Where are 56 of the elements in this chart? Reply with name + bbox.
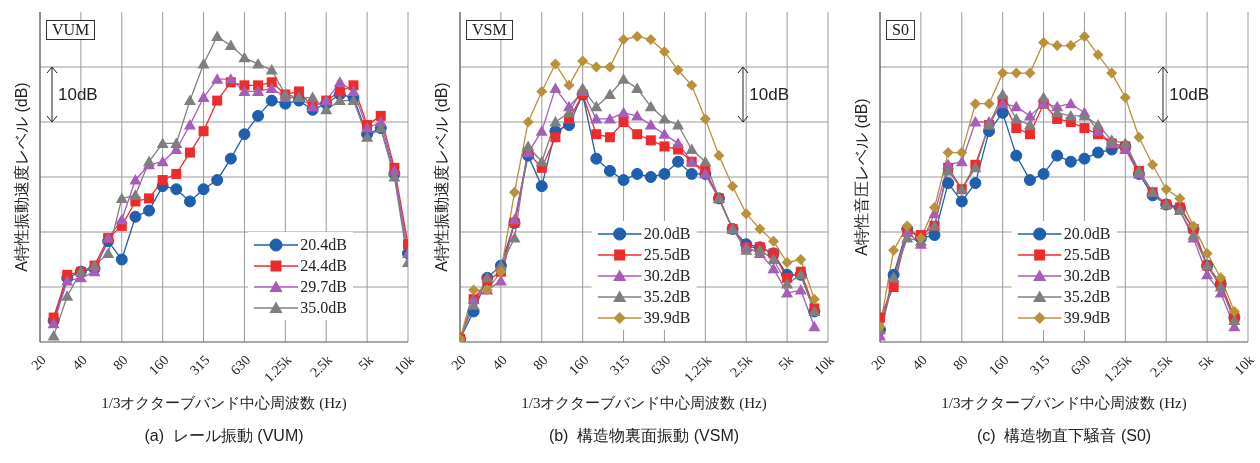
x-tick-label: 315 [187, 352, 213, 378]
text: (c) 構造物直下騒音 (S0) [975, 426, 1153, 446]
text: (a) レール振動 (VUM) [143, 426, 305, 446]
x-tick-label: 160 [146, 352, 172, 378]
legend-label: 20.4dB [300, 235, 347, 254]
y-axis-title: A特性振動速度レベル (dB) [11, 82, 31, 272]
y-axis-title: A特性振動速度レベル (dB) [431, 82, 451, 272]
x-tick-label: 40 [909, 352, 930, 373]
x-tick-label: 20 [448, 352, 469, 373]
legend-label: 35.0dB [300, 298, 347, 317]
annotation: VSM [466, 20, 513, 40]
legend-label: 24.4dB [300, 256, 347, 275]
x-tick-label: 315 [607, 352, 633, 378]
x-tick-label: 20 [28, 352, 49, 373]
x-tick-label: 5k [775, 352, 797, 373]
x-tick-label: 2.5k [307, 352, 336, 381]
x-tick-label: 2.5k [1147, 352, 1176, 381]
x-tick-label: 160 [986, 352, 1012, 378]
legend-label: 20.0dB [643, 224, 691, 243]
y-axis-title: A特性音圧レベル (dB) [851, 98, 871, 256]
x-axis-title: 1/3オクターブバンド中心周波数 (Hz) [520, 394, 768, 413]
annotation: 10dB [1169, 84, 1210, 105]
annotation: S0 [886, 20, 915, 40]
legend-label: 35.2dB [1063, 287, 1111, 306]
x-tick-label: 630 [647, 352, 674, 378]
x-tick-label: 630 [227, 352, 254, 378]
x-tick-label: 80 [530, 352, 551, 373]
x-tick-label: 10k [1231, 352, 1257, 378]
x-tick-label: 80 [110, 352, 131, 373]
annotation: 10dB [58, 84, 98, 105]
legend-label: 29.7dB [300, 277, 347, 296]
legend-label: 39.9dB [643, 308, 691, 327]
legend-label: 25.5dB [643, 245, 691, 264]
x-tick-label: 160 [566, 352, 592, 378]
text: (b) 構造物裏面振動 (VSM) [547, 426, 741, 446]
x-tick-label: 10k [811, 352, 837, 378]
legend-label: 35.2dB [643, 287, 691, 306]
x-axis-title: 1/3オクターブバンド中心周波数 (Hz) [940, 394, 1188, 413]
legend-label: 30.2dB [643, 266, 691, 285]
x-tick-label: 2.5k [727, 352, 756, 381]
x-tick-label: 80 [950, 352, 971, 373]
legend-label: 39.9dB [1063, 308, 1111, 327]
annotation: 10dB [749, 84, 790, 105]
annotation: VUM [46, 20, 96, 40]
x-tick-label: 40 [69, 352, 90, 373]
x-tick-label: 315 [1027, 352, 1053, 378]
x-tick-label: 5k [355, 352, 377, 373]
x-tick-label: 10k [391, 352, 417, 378]
x-tick-label: 5k [1195, 352, 1217, 373]
x-tick-label: 40 [489, 352, 510, 373]
legend-label: 25.5dB [1063, 245, 1111, 264]
legend-label: 20.0dB [1063, 224, 1111, 243]
legend-label: 30.2dB [1063, 266, 1111, 285]
x-tick-label: 630 [1067, 352, 1094, 378]
x-tick-label: 20 [868, 352, 889, 373]
x-axis-title: 1/3オクターブバンド中心周波数 (Hz) [100, 394, 348, 413]
